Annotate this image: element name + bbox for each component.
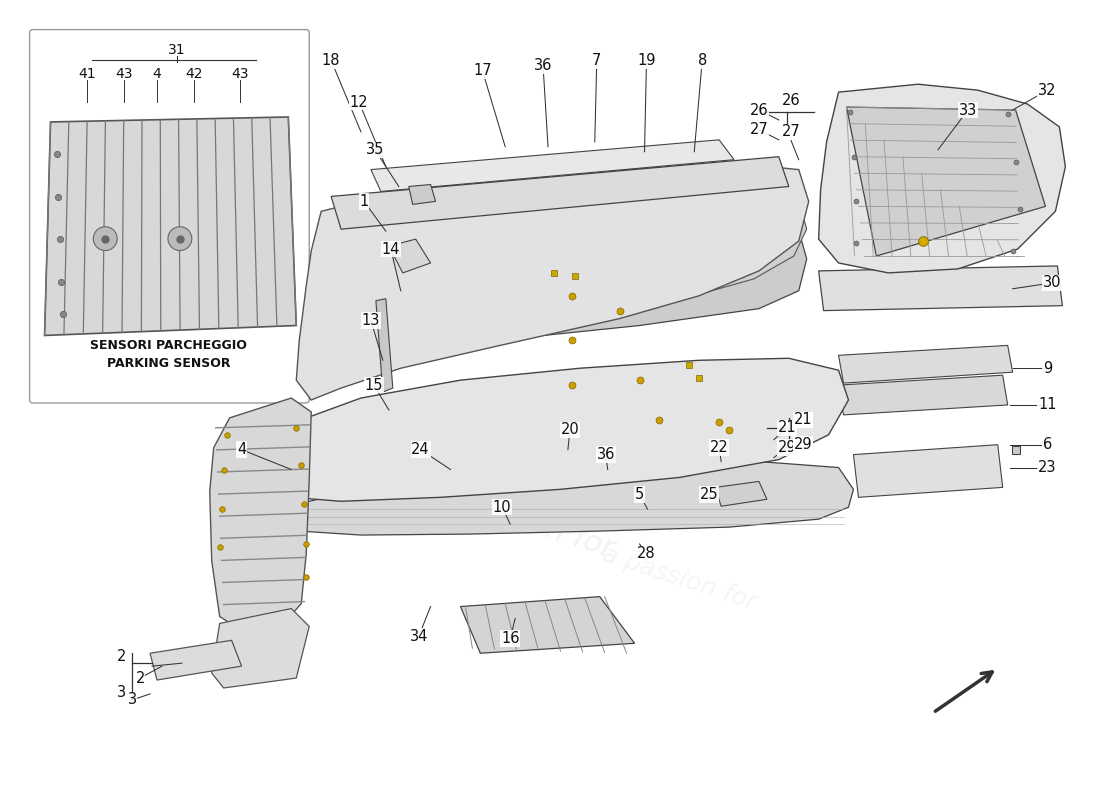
Text: 21: 21	[794, 412, 813, 427]
Text: 2: 2	[135, 670, 145, 686]
Text: 1: 1	[360, 194, 368, 209]
Text: 35: 35	[365, 142, 384, 158]
Polygon shape	[838, 375, 1008, 415]
Text: 24: 24	[411, 442, 430, 457]
Text: SENSORI PARCHEGGIO: SENSORI PARCHEGGIO	[90, 339, 248, 352]
Text: a passion for: a passion for	[600, 542, 760, 615]
Polygon shape	[316, 210, 806, 370]
Text: 42: 42	[185, 67, 202, 82]
Text: 12: 12	[350, 94, 368, 110]
Text: 3: 3	[128, 693, 136, 707]
Text: 17: 17	[473, 63, 492, 78]
Text: 30: 30	[1043, 275, 1062, 290]
Polygon shape	[715, 482, 767, 506]
Polygon shape	[331, 157, 789, 229]
Polygon shape	[409, 185, 436, 204]
Text: 29: 29	[778, 440, 796, 455]
Polygon shape	[150, 640, 242, 680]
Circle shape	[420, 254, 430, 264]
Text: 31: 31	[168, 43, 186, 58]
Text: 32: 32	[1038, 82, 1057, 98]
Text: 26: 26	[749, 102, 768, 118]
Text: 4: 4	[236, 442, 246, 457]
Text: 43: 43	[231, 67, 249, 82]
Text: 34: 34	[409, 629, 428, 644]
Text: 21: 21	[778, 420, 796, 435]
Polygon shape	[371, 140, 734, 191]
Text: 7: 7	[592, 53, 602, 68]
Polygon shape	[388, 239, 430, 273]
Text: 25: 25	[700, 487, 718, 502]
Text: 3: 3	[117, 686, 126, 701]
Polygon shape	[296, 164, 808, 400]
Polygon shape	[854, 445, 1003, 498]
Text: 13: 13	[362, 313, 381, 328]
Text: 22: 22	[710, 440, 728, 455]
Text: 36: 36	[596, 447, 615, 462]
Polygon shape	[210, 398, 311, 630]
Text: 15: 15	[364, 378, 383, 393]
Text: 14: 14	[382, 242, 400, 257]
Text: 19: 19	[637, 53, 656, 68]
Polygon shape	[376, 298, 393, 392]
Text: 20: 20	[561, 422, 580, 438]
Text: 16: 16	[500, 631, 519, 646]
Text: 4: 4	[153, 67, 162, 82]
Polygon shape	[838, 346, 1013, 383]
Text: 6: 6	[1043, 437, 1052, 452]
Text: 2: 2	[117, 649, 126, 664]
Text: 18: 18	[322, 53, 340, 68]
Circle shape	[774, 222, 784, 231]
Text: 36: 36	[534, 58, 552, 73]
Circle shape	[475, 244, 485, 254]
Polygon shape	[211, 609, 309, 688]
Text: a passion for: a passion for	[422, 475, 618, 563]
FancyBboxPatch shape	[30, 30, 309, 403]
Text: 23: 23	[1038, 460, 1057, 475]
Text: 27: 27	[781, 124, 800, 139]
Circle shape	[386, 261, 396, 271]
Text: 5: 5	[635, 487, 645, 502]
Text: 33: 33	[959, 102, 977, 118]
Text: 27: 27	[749, 122, 768, 138]
Text: 11: 11	[1038, 398, 1057, 413]
Text: 8: 8	[697, 53, 707, 68]
Polygon shape	[319, 183, 806, 378]
Text: 10: 10	[493, 500, 512, 514]
Circle shape	[168, 226, 191, 250]
Polygon shape	[461, 597, 635, 654]
Text: PARKING SENSOR: PARKING SENSOR	[107, 357, 231, 370]
Circle shape	[535, 236, 544, 246]
Text: 41: 41	[78, 67, 96, 82]
Text: 9: 9	[1043, 361, 1052, 376]
Polygon shape	[818, 84, 1066, 273]
Circle shape	[674, 223, 684, 233]
Text: 28: 28	[637, 546, 656, 562]
Circle shape	[605, 229, 615, 239]
Text: 26: 26	[781, 93, 800, 107]
Circle shape	[734, 216, 744, 226]
Polygon shape	[847, 107, 1045, 256]
Polygon shape	[279, 358, 848, 502]
Polygon shape	[284, 462, 854, 535]
Text: 43: 43	[116, 67, 133, 82]
Polygon shape	[818, 266, 1063, 310]
Polygon shape	[45, 117, 296, 335]
Text: 29: 29	[794, 437, 813, 452]
Circle shape	[94, 226, 118, 250]
Circle shape	[351, 268, 361, 278]
